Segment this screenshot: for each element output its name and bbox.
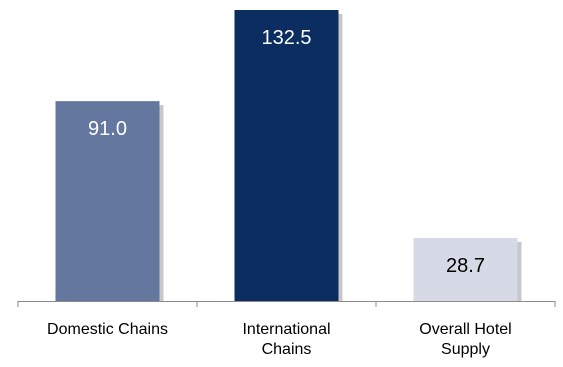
data-label-3: 28.7 (446, 255, 485, 277)
x-tick-label-3: Overall Hotel Supply (419, 321, 511, 358)
x-tick-label-line: Domestic Chains (47, 321, 168, 338)
data-label-2: 132.5 (261, 27, 311, 49)
x-tick-label-line: Chains (262, 341, 312, 358)
bar-1 (55, 101, 160, 301)
bar-2 (234, 10, 339, 301)
bars-group: 91.0 132.5 28.7 (55, 10, 522, 301)
x-tick-label-2: International Chains (242, 321, 330, 358)
data-label-1: 91.0 (88, 118, 127, 140)
x-tick-label-line: Overall Hotel (419, 321, 511, 338)
x-tick-label-line: Supply (441, 341, 490, 358)
x-tick-label-line: International (242, 321, 330, 338)
x-axis (17, 301, 556, 307)
bar-3 (413, 237, 518, 301)
x-tick-label-1: Domestic Chains (47, 321, 168, 338)
x-axis-tick-labels: Domestic Chains International Chains Overal… (47, 321, 512, 358)
